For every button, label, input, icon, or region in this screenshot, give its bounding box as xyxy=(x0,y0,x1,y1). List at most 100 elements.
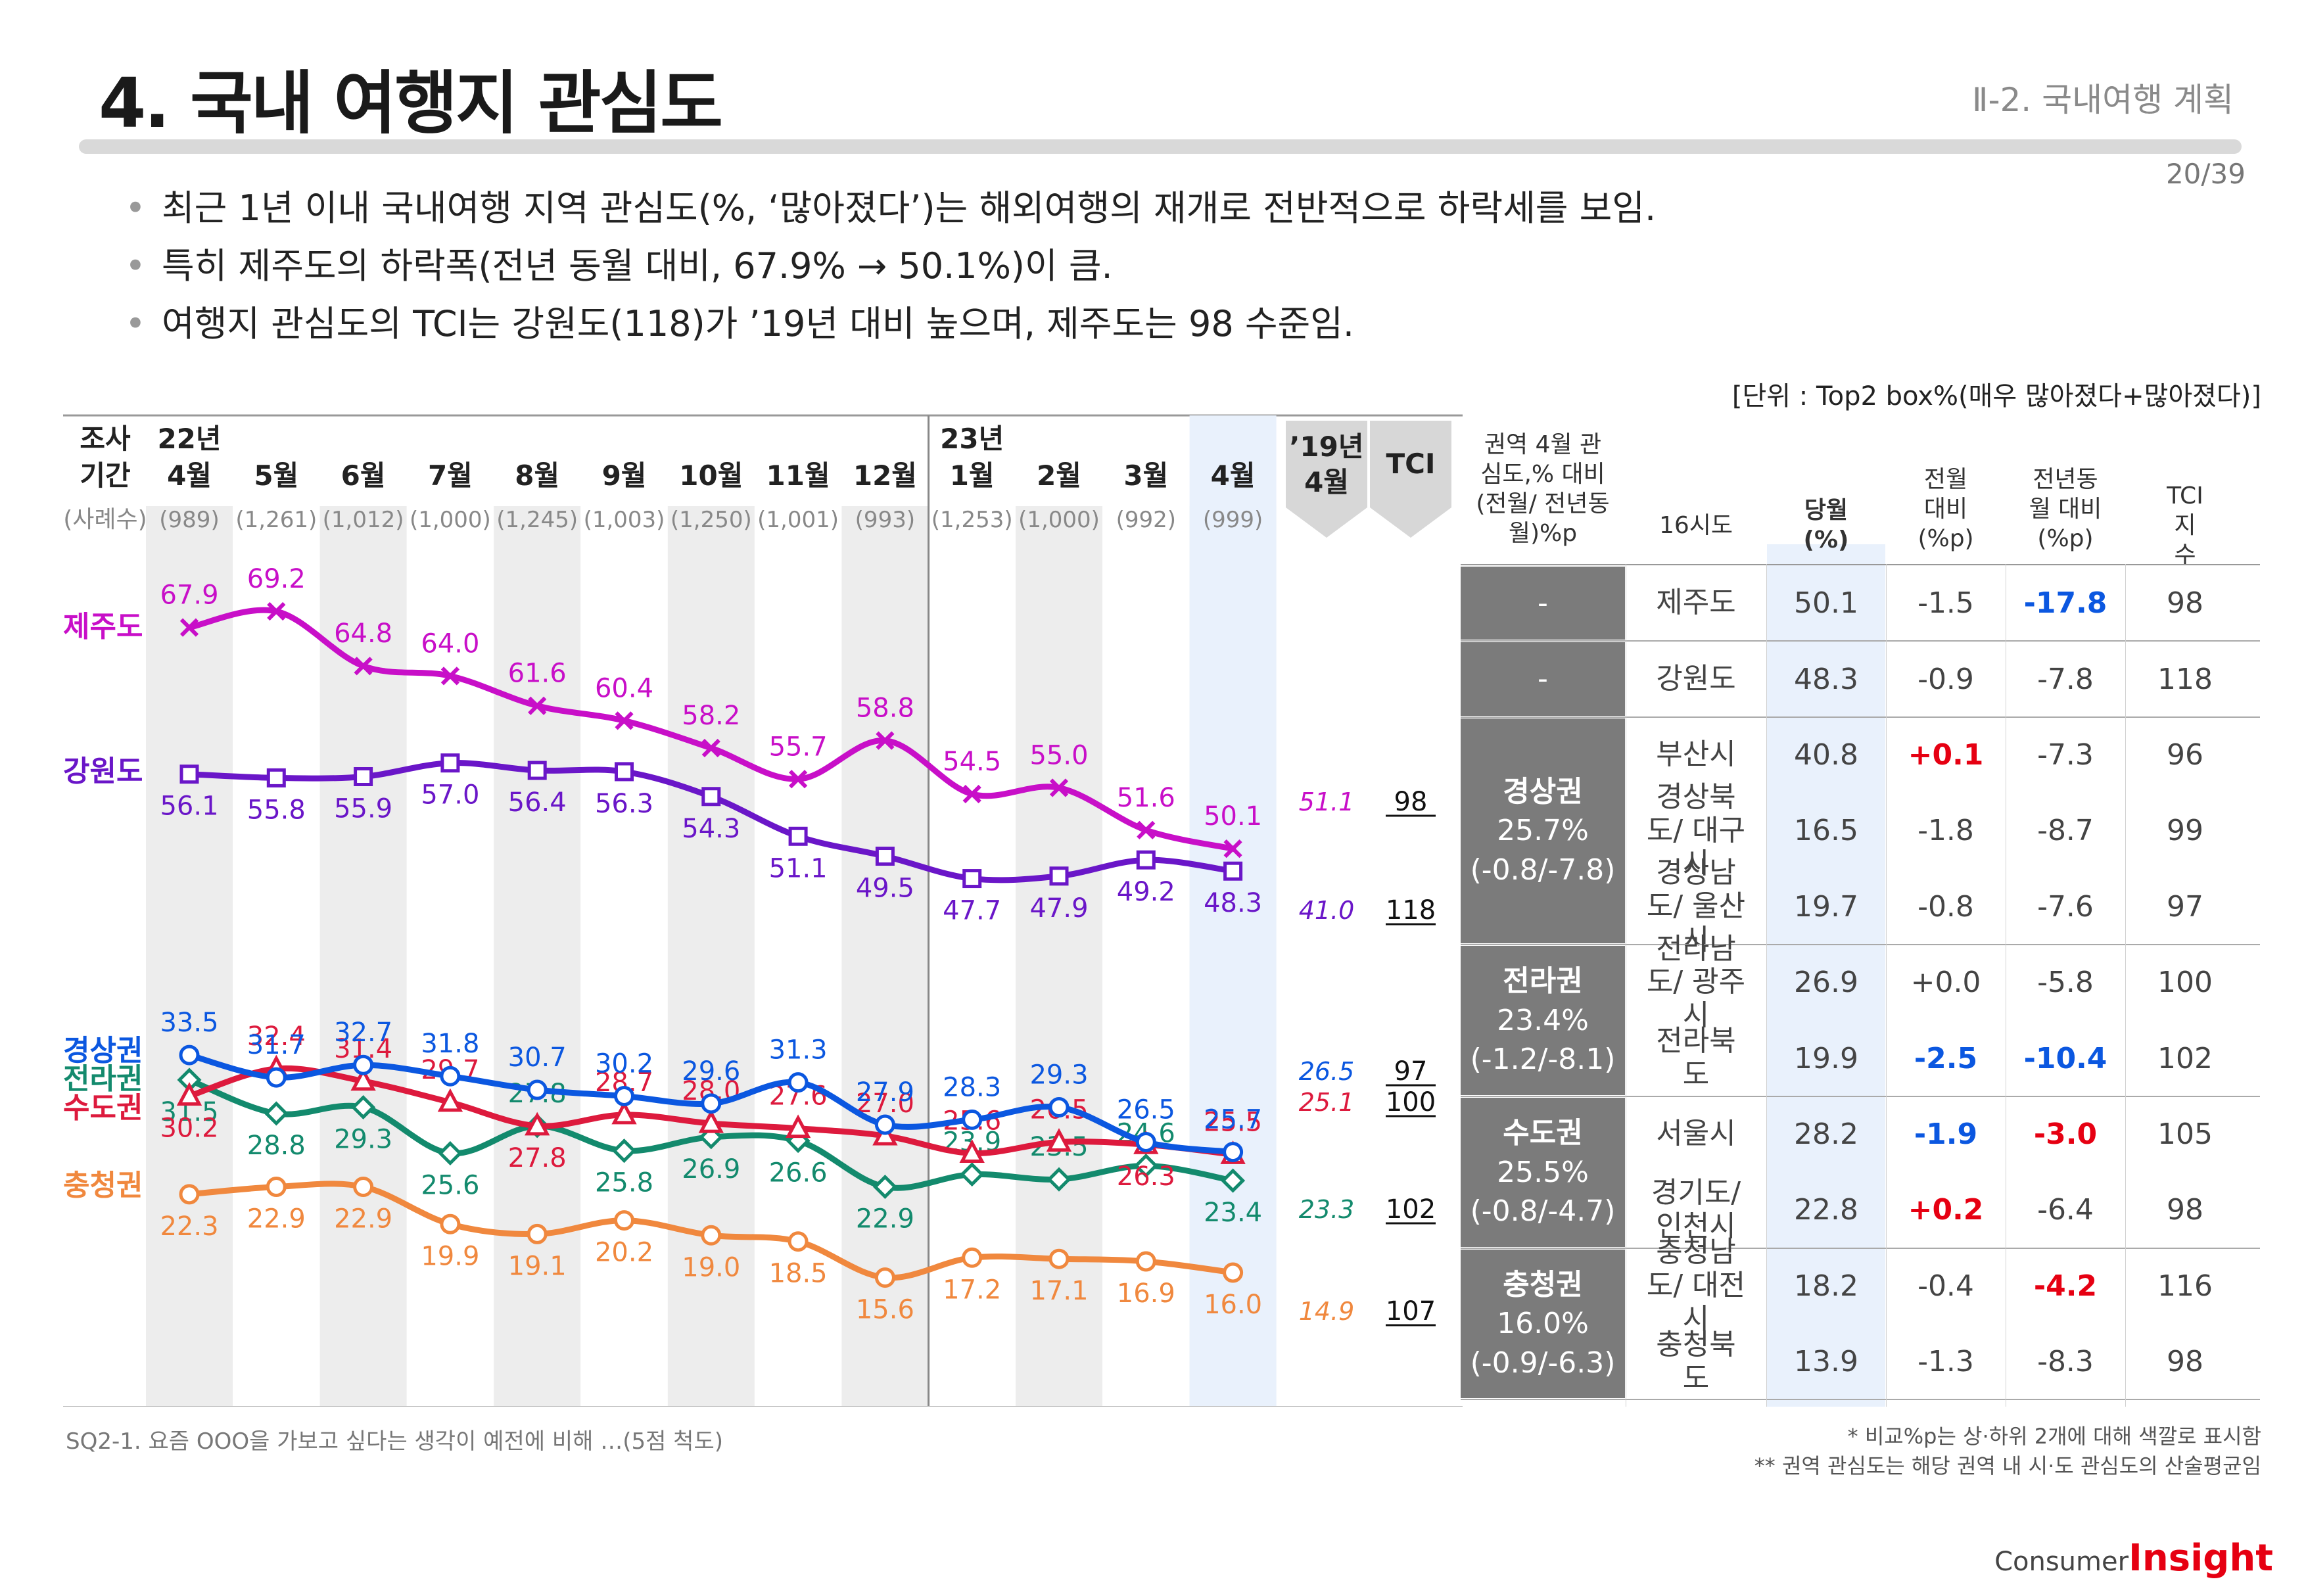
header-mom: 전월 대비 (%p) xyxy=(1918,465,1974,552)
data-label-chungcheong: 22.3 xyxy=(160,1211,218,1242)
tci-value-gyeongsang: 97 xyxy=(1394,1056,1428,1087)
data-point-gangwon xyxy=(1136,850,1156,870)
data-point-jeolla xyxy=(264,1101,289,1126)
province-name: 서울시 xyxy=(1656,1117,1736,1151)
current-value: 18.2 xyxy=(1794,1269,1858,1303)
footnote-region: ** 권역 관심도는 해당 권역 내 시·도 관심도의 산술평균임 xyxy=(1754,1453,2261,1478)
yoy-change: -4.2 xyxy=(2033,1269,2098,1303)
data-label-gangwon: 56.1 xyxy=(160,791,218,822)
data-label-gangwon: 47.7 xyxy=(943,896,1001,926)
data-point-gyeongsang xyxy=(527,1079,548,1100)
period-row-label: 조사 xyxy=(80,423,131,455)
bullet-text: 특히 제주도의 하락폭(전년 동월 대비, 67.9% → 50.1%)이 큼. xyxy=(162,245,1113,287)
data-point-gyeongsang xyxy=(1048,1097,1070,1117)
region-cell: 충청권 16.0% (-0.9/-6.3) xyxy=(1461,1249,1625,1399)
regional-table: 권역 4월 관심도,% 대비 (전월/ 전년동월)%p 16시도 당월 (%) 전월 … xyxy=(1461,414,2260,1407)
current-value: 40.8 xyxy=(1794,738,1858,772)
province-name: 전라북도 xyxy=(1656,1024,1736,1092)
data-point-chungcheong xyxy=(962,1247,983,1268)
data-label-chungcheong: 19.0 xyxy=(682,1252,740,1282)
tick-month: 5월 xyxy=(254,459,298,492)
province-name: 경상북도/ 대구시 xyxy=(1646,780,1746,881)
current-value: 22.8 xyxy=(1794,1193,1858,1227)
data-point-chungcheong xyxy=(353,1177,374,1198)
ref-2019-header-shape xyxy=(1286,421,1367,538)
data-point-gangwon xyxy=(1223,861,1243,881)
data-point-jeju xyxy=(179,618,199,637)
data-point-gyeongsang xyxy=(1223,1142,1244,1163)
data-point-chungcheong xyxy=(1223,1262,1244,1283)
mom-change: -1.8 xyxy=(1918,814,1974,848)
tci-value-gangwon: 118 xyxy=(1386,895,1436,926)
data-point-gyeongsang xyxy=(179,1044,200,1066)
data-point-jeju-stroke xyxy=(788,770,808,789)
tick-sample-size: (1,012) xyxy=(323,507,404,533)
section-label: Ⅱ-2. 국내여행 계획 xyxy=(1971,81,2234,119)
yoy-change: -3.0 xyxy=(2033,1117,2098,1151)
tick-sample-size: (1,003) xyxy=(584,507,665,533)
data-point-gyeongsang xyxy=(788,1072,809,1093)
data-label-jeju: 67.9 xyxy=(160,580,218,611)
tci-header-shape xyxy=(1370,421,1451,538)
data-point-gangwon xyxy=(527,761,547,780)
page-title: 4. 국내 여행지 관심도 xyxy=(99,63,723,143)
column-rule xyxy=(1886,564,1887,1407)
data-label-jeolla: 26.6 xyxy=(769,1158,828,1188)
data-label-chungcheong: 20.2 xyxy=(595,1238,653,1268)
data-point-gangwon xyxy=(875,847,895,866)
data-label-gangwon: 57.0 xyxy=(421,780,479,810)
data-label-gyeongsang: 31.3 xyxy=(769,1035,828,1066)
current-column-highlight xyxy=(1767,544,1885,1407)
data-point-gangwon xyxy=(1049,866,1069,886)
data-point-jeju xyxy=(528,696,547,715)
mom-change: +0.1 xyxy=(1908,738,1984,772)
data-label-jeju: 58.8 xyxy=(856,693,914,724)
mom-change: -1.3 xyxy=(1918,1345,1974,1379)
yoy-change: -17.8 xyxy=(2023,586,2107,621)
data-label-gangwon: 49.2 xyxy=(1117,877,1175,907)
data-label-chungcheong: 19.9 xyxy=(421,1241,479,1271)
column-band xyxy=(494,506,581,1407)
unit-note: [단위 : Top2 box%(매우 많아졌다+많아졌다)] xyxy=(1731,381,2261,411)
data-label-gangwon: 56.4 xyxy=(508,787,567,818)
data-label-chungcheong: 17.2 xyxy=(943,1275,1001,1305)
data-point-jeju-stroke xyxy=(354,657,373,676)
data-point-gyeongsang xyxy=(266,1067,287,1088)
data-point-jeolla xyxy=(438,1140,463,1166)
data-point-chungcheong xyxy=(614,1210,634,1231)
brand-name: Insight xyxy=(2129,1537,2273,1580)
tick-month: 7월 xyxy=(428,459,473,492)
tci-index: 99 xyxy=(2167,814,2203,848)
region-label: (-1.2/-8.1) xyxy=(1470,1043,1616,1077)
province-name: 충청북도 xyxy=(1656,1328,1736,1395)
data-point-jeju xyxy=(788,770,808,789)
data-point-gyeongsang xyxy=(701,1093,722,1114)
bullet-2: • 특히 제주도의 하락폭(전년 동월 대비, 67.9% → 50.1%)이 큼… xyxy=(125,245,1113,287)
region-label: (-0.8/-4.7) xyxy=(1470,1194,1616,1228)
tick-month: 3월 xyxy=(1123,459,1168,492)
province-name: 전라남도/ 광주시 xyxy=(1646,931,1746,1032)
tci-index: 102 xyxy=(2157,1041,2213,1075)
region-label: 25.5% xyxy=(1497,1155,1589,1189)
tick-sample-size: (992) xyxy=(1116,507,1176,533)
mom-change: -0.8 xyxy=(1918,889,1974,924)
data-label-chungcheong: 22.9 xyxy=(247,1204,306,1234)
tci-index: 116 xyxy=(2157,1269,2213,1303)
data-point-gyeongsang xyxy=(1135,1131,1156,1152)
brand-logo: ConsumerInsight xyxy=(1994,1537,2273,1580)
data-label-gyeongsang: 30.7 xyxy=(508,1043,567,1073)
tci-value-jeju: 98 xyxy=(1394,787,1428,817)
ref-2019-value-jeju: 51.1 xyxy=(1299,787,1355,816)
data-point-jeolla xyxy=(1221,1168,1246,1193)
data-point-jeju-stroke xyxy=(962,784,981,804)
current-value: 50.1 xyxy=(1794,586,1858,621)
header-current: 당월 (%) xyxy=(1803,497,1849,553)
bullet-3: • 여행지 관심도의 TCI는 강원도(118)가 ’19년 대비 높으며, 제주… xyxy=(125,303,1355,344)
region-cell: 경상권 25.7% (-0.8/-7.8) xyxy=(1461,718,1625,943)
region-label: - xyxy=(1538,662,1548,696)
column-band xyxy=(319,506,407,1407)
bullet-text: 여행지 관심도의 TCI는 강원도(118)가 ’19년 대비 높으며, 제주도… xyxy=(162,303,1355,344)
tick-sample-size: (993) xyxy=(855,507,915,533)
current-value: 28.2 xyxy=(1794,1117,1858,1151)
data-point-gyeongsang xyxy=(962,1109,983,1130)
